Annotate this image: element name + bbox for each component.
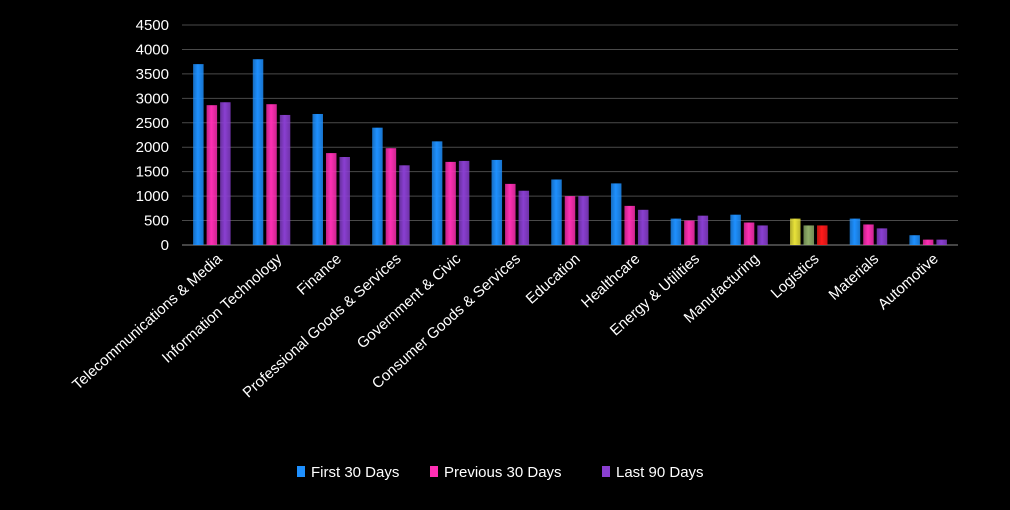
bar <box>339 157 350 245</box>
y-tick-label: 0 <box>161 237 169 254</box>
bar <box>279 114 291 245</box>
bar <box>730 214 741 245</box>
bar <box>266 104 277 245</box>
bar <box>578 196 589 245</box>
bar <box>385 148 397 245</box>
bar <box>849 218 861 245</box>
bar <box>491 159 503 245</box>
y-tick-label: 4500 <box>136 17 169 34</box>
bar <box>610 183 622 245</box>
bar <box>564 196 576 245</box>
legend-label: Last 90 Days <box>616 464 704 481</box>
x-tick-label: Education <box>523 250 584 307</box>
x-tick-label: Government & Civic <box>354 250 465 352</box>
bar <box>252 59 264 245</box>
y-tick-label: 2500 <box>136 115 169 132</box>
x-tick-label: Information Technology <box>159 250 286 367</box>
legend-swatch <box>602 466 610 477</box>
bar <box>876 228 888 245</box>
bar <box>790 218 801 245</box>
legend-swatch <box>297 466 305 477</box>
bar <box>670 218 682 245</box>
y-axis: 0 500 1000 1500 2000 2500 3000 3500 4000 4500 <box>136 17 169 254</box>
y-tick-label: 3000 <box>136 90 169 107</box>
bar <box>624 205 635 245</box>
bar <box>637 209 649 245</box>
y-tick-label: 4000 <box>136 41 169 58</box>
y-tick-label: 1000 <box>136 188 169 205</box>
bar <box>458 160 470 245</box>
bar <box>936 239 947 245</box>
bar <box>325 153 337 245</box>
legend-label: First 30 Days <box>311 464 399 481</box>
x-tick-label: Logistics <box>768 250 823 302</box>
bar <box>372 127 383 245</box>
bar <box>518 190 530 245</box>
bar <box>312 113 323 245</box>
bar <box>803 225 815 245</box>
bar <box>505 183 516 245</box>
x-tick-label: Automotive <box>875 250 942 313</box>
bar <box>863 224 874 245</box>
bars <box>193 59 947 245</box>
legend-swatch <box>430 466 438 477</box>
y-tick-label: 500 <box>144 213 169 230</box>
bar <box>757 225 768 245</box>
bar <box>817 225 828 245</box>
bar <box>206 105 218 245</box>
y-tick-label: 3500 <box>136 66 169 83</box>
bar <box>684 220 695 245</box>
bar <box>220 102 231 245</box>
x-tick-label: Materials <box>826 250 883 303</box>
y-tick-label: 1500 <box>136 164 169 181</box>
bar <box>445 161 456 245</box>
bar <box>697 215 709 245</box>
y-tick-label: 2000 <box>136 139 169 156</box>
bar <box>909 235 920 245</box>
bar <box>551 179 562 245</box>
gridlines <box>182 24 958 222</box>
x-tick-label: Finance <box>294 250 345 298</box>
legend: First 30 Days Previous 30 Days Last 90 Day… <box>297 464 704 481</box>
bar <box>922 239 934 245</box>
bar <box>431 141 443 245</box>
bar <box>743 222 755 245</box>
bar <box>193 64 204 245</box>
legend-label: Previous 30 Days <box>444 464 562 481</box>
bar <box>399 165 410 245</box>
